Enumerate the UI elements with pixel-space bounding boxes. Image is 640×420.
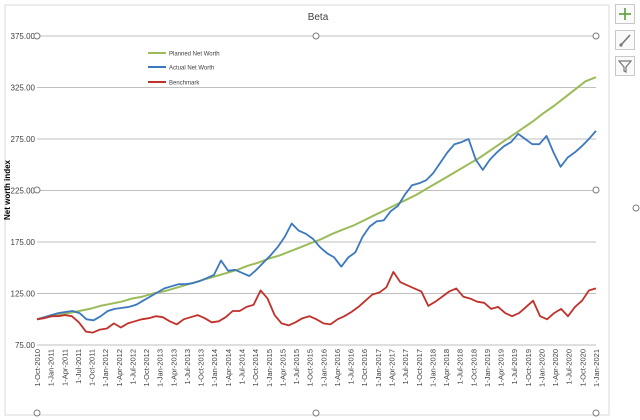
x-tick-label: 1-Oct-2015 [306,349,315,387]
selection-handle [592,32,600,40]
chart-styles-button[interactable] [615,30,635,50]
x-tick-label: 1-Apr-2019 [497,349,506,387]
x-tick-label: 1-Jul-2015 [292,349,301,384]
y-tick-label: 175.00 [11,238,36,247]
x-tick-label: 1-Apr-2014 [224,349,233,387]
chart-title: Beta [308,12,329,23]
x-tick-label: 1-Jan-2016 [319,349,328,387]
y-axis-title: Net worth index [3,159,12,220]
x-tick-label: 1-Jul-2013 [183,349,192,384]
selection-handle [592,186,600,194]
x-tick-label: 1-Jan-2011 [47,349,56,386]
filter-icon [618,60,632,73]
x-tick-label: 1-Jul-2012 [128,349,137,384]
x-tick-label: 1-Apr-2018 [442,349,451,387]
x-tick-label: 1-Oct-2016 [360,349,369,387]
selection-handle [33,186,41,194]
chart-elements-button[interactable] [615,4,635,24]
x-tick-label: 1-Apr-2011 [60,349,69,386]
selection-handle [632,204,640,212]
y-tick-label: 125.00 [11,290,36,299]
x-tick-label: 1-Jul-2019 [510,349,519,384]
selection-handle [592,409,600,417]
series-line-benchmark [36,270,597,334]
y-tick-label: 325.00 [11,84,36,93]
x-tick-label: 1-Jul-2018 [456,349,465,384]
legend-label: Benchmark [169,81,200,87]
x-tick-label: 1-Oct-2017 [415,349,424,387]
x-tick-label: 1-Jan-2015 [265,349,274,387]
selection-handle [33,32,41,40]
x-tick-label: 1-Jan-2014 [210,349,219,387]
x-tick-label: 1-Jul-2011 [74,349,83,384]
x-tick-label: 1-Jan-2021 [592,349,601,387]
selection-handle [312,409,320,417]
x-tick-label: 1-Apr-2012 [115,349,124,387]
legend-label: Actual Net Worth [169,66,214,72]
series-line-actual-net-worth [36,130,597,322]
legend-label: Planned Net Worth [169,52,220,58]
plus-icon [619,8,631,20]
x-tick-label: 1-Oct-2011 [88,349,97,386]
selection-handle [312,32,320,40]
x-tick-label: 1-Jul-2020 [565,349,574,384]
x-tick-label: 1-Oct-2014 [251,349,260,387]
chart-filters-button[interactable] [615,56,635,76]
x-tick-label: 1-Jul-2014 [238,349,247,384]
x-tick-label: 1-Oct-2012 [142,349,151,387]
y-tick-label: 275.00 [11,135,36,144]
x-tick-label: 1-Oct-2010 [33,349,42,387]
series-line-planned-net-worth [36,76,597,321]
x-tick-label: 1-Apr-2017 [387,349,396,387]
x-tick-label: 1-Apr-2015 [278,349,287,387]
x-tick-label: 1-Jan-2019 [483,349,492,387]
x-tick-label: 1-Apr-2020 [551,349,560,387]
x-tick-label: 1-Jan-2012 [101,349,110,387]
selection-handle [33,409,41,417]
x-tick-label: 1-Apr-2016 [333,349,342,387]
x-tick-label: 1-Apr-2013 [169,349,178,387]
x-tick-label: 1-Jan-2013 [156,349,165,387]
y-tick-label: 225.00 [11,187,36,196]
x-tick-label: 1-Oct-2018 [469,349,478,387]
x-tick-label: 1-Oct-2019 [524,349,533,387]
chart-border [4,4,610,416]
brush-icon [619,34,631,47]
x-tick-label: 1-Jul-2017 [401,349,410,384]
y-tick-label: 75.00 [15,341,36,350]
y-tick-label: 375.00 [11,32,36,41]
x-tick-label: 1-Jan-2018 [428,349,437,387]
x-tick-label: 1-Oct-2013 [197,349,206,387]
x-tick-label: 1-Jan-2020 [537,349,546,387]
x-tick-label: 1-Jan-2017 [374,349,383,387]
x-tick-label: 1-Oct-2020 [578,349,587,387]
x-tick-label: 1-Jul-2016 [347,349,356,384]
